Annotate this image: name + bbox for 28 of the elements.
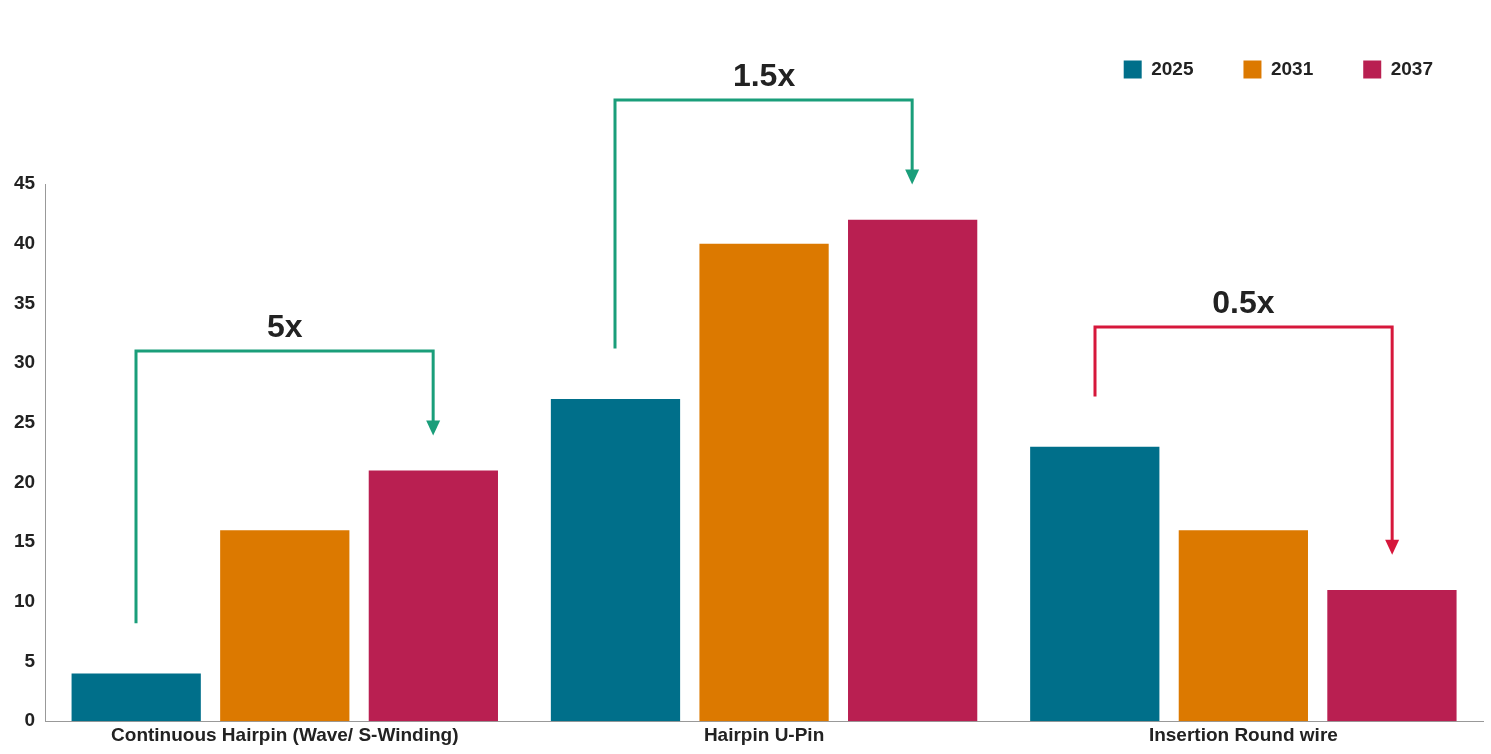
x-tick-label: Hairpin U-Pin [703, 723, 825, 745]
bar [368, 470, 498, 722]
bar [71, 673, 201, 722]
y-tick-label: 30 [13, 351, 36, 373]
annotation: 5x [266, 308, 303, 346]
x-tick-label: Insertion Round wire [1148, 723, 1338, 745]
bar [1030, 446, 1160, 722]
bar [220, 530, 350, 722]
y-tick-label: 35 [13, 291, 36, 313]
y-tick-label: 20 [13, 470, 36, 492]
y-tick-label: 15 [13, 530, 36, 552]
y-tick-label: 40 [13, 231, 36, 253]
bar [1178, 530, 1308, 722]
x-tick-label: Continuous Hairpin (Wave/ S-Winding) [111, 723, 459, 745]
y-tick-label: 10 [13, 590, 36, 612]
legend-label: 2025 [1151, 57, 1194, 79]
bar [699, 243, 829, 722]
y-tick-label: 0 [24, 709, 36, 731]
y-tick-label: 25 [13, 410, 36, 432]
bar [1327, 589, 1457, 722]
text: 1.5x [732, 57, 796, 95]
y-tick-label: 5 [24, 649, 36, 671]
bar [550, 398, 681, 722]
y-tick-label: 45 [13, 172, 36, 194]
legend-label: 2031 [1270, 57, 1314, 79]
annotation: 0.5x [1212, 284, 1275, 322]
bar [848, 219, 978, 722]
legend-label: 2037 [1390, 57, 1434, 79]
